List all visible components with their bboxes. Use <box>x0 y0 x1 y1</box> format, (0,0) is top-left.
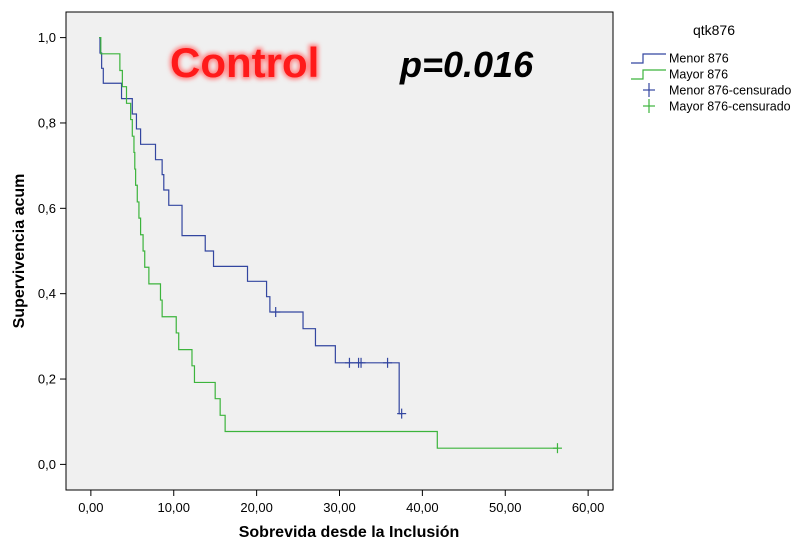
series-layer <box>99 37 562 454</box>
legend-swatch <box>631 53 666 64</box>
y-tick-label: 0,4 <box>38 286 56 301</box>
censored-mark <box>397 408 407 419</box>
x-tick-label: 10,00 <box>157 500 190 515</box>
x-tick-label: 50,00 <box>489 500 522 515</box>
censored-mark <box>344 357 354 368</box>
control-annotation: Control Control <box>168 37 321 88</box>
x-tick-label: 20,00 <box>240 500 273 515</box>
legend-entry: Mayor 876 <box>631 68 728 82</box>
y-tick-label: 0,0 <box>38 457 56 472</box>
x-axis-title: Sobrevida desde la Inclusión <box>239 524 460 541</box>
x-tick-label: 30,00 <box>323 500 356 515</box>
y-tick-label: 0,2 <box>38 372 56 387</box>
plot-background <box>65 11 614 491</box>
x-tick-label: 60,00 <box>572 500 605 515</box>
legend-swatch <box>631 69 666 80</box>
legend-entry: Menor 876 <box>631 52 729 66</box>
y-tick-label: 0,8 <box>38 115 56 130</box>
legend-label: Menor 876-censurado <box>669 84 791 98</box>
censored-mark <box>552 443 562 454</box>
x-tick-label: 0,00 <box>78 500 103 515</box>
legend-entry: Mayor 876-censurado <box>643 99 791 114</box>
legend-entry: Menor 876-censurado <box>643 83 791 98</box>
y-tick-label: 1,0 <box>38 30 56 45</box>
p-value-label: p=0.016 <box>399 44 534 85</box>
survival-curve-mayor <box>99 37 558 449</box>
legend-items: Menor 876 Mayor 876 Menor 876-censurado May… <box>631 52 791 114</box>
axes: 0,00 10,00 20,00 30,00 40,00 50,00 60,00 0,0 0,2… <box>38 30 604 515</box>
y-tick-label: 0,6 <box>38 201 56 216</box>
control-label: Control <box>170 39 319 86</box>
censored-mark <box>356 357 366 368</box>
y-axis-title: Supervivencia acum <box>11 174 28 329</box>
survival-curve-menor <box>99 37 403 415</box>
control-label-glow: Control <box>170 39 319 86</box>
legend-title: qtk876 <box>693 22 735 38</box>
legend: qtk876 Menor 876 Mayor 876 Menor 876-censu… <box>631 22 791 114</box>
legend-label: Menor 876 <box>669 52 729 66</box>
legend-label: Mayor 876-censurado <box>669 100 791 114</box>
censored-mark <box>383 357 393 368</box>
x-tick-label: 40,00 <box>406 500 439 515</box>
censored-mark <box>271 307 281 318</box>
legend-label: Mayor 876 <box>669 68 728 82</box>
